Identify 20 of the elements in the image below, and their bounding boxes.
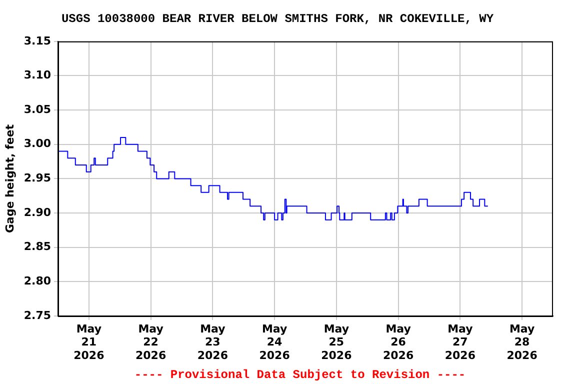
text: ---- Provisional Data Subject to Revision ---- — [134, 368, 466, 382]
y-tick-label: 2.90 — [24, 206, 52, 219]
x-tick-label: May 24 2026 — [259, 322, 290, 362]
y-tick-label: 2.75 — [24, 308, 51, 322]
y-axis-title: Gage height, feet — [3, 124, 16, 234]
y-tick-label: 2.95 — [24, 172, 51, 185]
x-tick-label: May 26 2026 — [383, 322, 414, 362]
x-tick-label: May 23 2026 — [197, 322, 228, 362]
chart-title: USGS 10038000 BEAR RIVER BELOW SMITHS FORK, NR COKEVILLE, WY — [61, 12, 494, 26]
x-tick-label: May 28 2026 — [506, 322, 538, 362]
x-tick-label: May 22 2026 — [136, 322, 166, 362]
y-tick-label: 2.80 — [24, 274, 52, 288]
y-tick-label: 3.15 — [24, 34, 51, 48]
y-tick-label: 3.10 — [24, 68, 52, 82]
x-tick-label: May 21 2026 — [74, 322, 105, 362]
y-tick-label: 3.05 — [24, 102, 51, 116]
x-tick-label: May 25 2026 — [321, 322, 352, 362]
x-tick-label: May 27 2026 — [444, 322, 476, 362]
y-tick-label: 2.85 — [24, 240, 51, 254]
y-tick-label: 3.00 — [24, 137, 52, 150]
